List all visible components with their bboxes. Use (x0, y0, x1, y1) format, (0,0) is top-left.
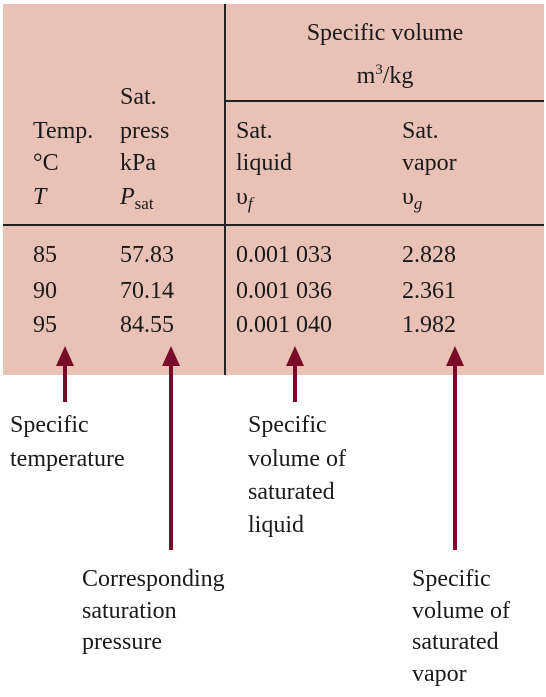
press-annotation-line: Corresponding (82, 566, 225, 592)
vapor-cell: 2.828 (402, 242, 456, 268)
header-body-rule (3, 224, 544, 226)
press-header-label: press (120, 118, 170, 144)
temp-arrow-head (56, 346, 74, 366)
liquid-header-sat: Sat. (236, 118, 273, 144)
temp-cell: 85 (33, 242, 57, 268)
temp-cell: 95 (33, 312, 57, 338)
press-annotation-line: pressure (82, 629, 162, 655)
specific-volume-title: Specific volume (306, 20, 464, 46)
press-cell: 70.14 (120, 278, 174, 304)
press-annotation-line: saturation (82, 598, 177, 624)
press-header-sat: Sat. (120, 84, 157, 110)
liquid-header-label: liquid (236, 150, 293, 176)
steam-table-background (3, 4, 544, 375)
temp-header-label: Temp. (33, 118, 94, 144)
liquid-annotation-line: volume of (248, 446, 346, 472)
temp-header-unit: °C (33, 150, 59, 176)
vapor-cell: 1.982 (402, 312, 456, 338)
press-arrow-shaft (169, 364, 173, 550)
press-cell: 57.83 (120, 242, 174, 268)
vapor-header-symbol: υg (402, 184, 423, 213)
vapor-annotation-line: volume of (412, 598, 510, 624)
liquid-annotation-line: saturated (248, 479, 335, 505)
vapor-arrow-shaft (453, 364, 457, 550)
vapor-annotation-line: saturated (412, 629, 499, 655)
liquid-cell: 0.001 040 (236, 312, 332, 338)
liquid-cell: 0.001 036 (236, 278, 332, 304)
vapor-header-sat: Sat. (402, 118, 439, 144)
temp-cell: 90 (33, 278, 57, 304)
vapor-annotation-line: vapor (412, 661, 467, 687)
temp-arrow-shaft (63, 364, 67, 402)
specific-volume-units: m3/kg (356, 62, 414, 89)
liquid-header-symbol: υf (236, 184, 253, 213)
temp-header-symbol: T (33, 184, 47, 210)
liquid-arrow-shaft (293, 364, 297, 402)
vapor-arrow-head (446, 346, 464, 366)
specific-volume-header-rule (226, 100, 544, 102)
press-header-symbol: Psat (120, 184, 154, 213)
vapor-header-label: vapor (402, 150, 457, 176)
press-arrow-head (162, 346, 180, 366)
liquid-cell: 0.001 033 (236, 242, 332, 268)
vapor-annotation-line: Specific (412, 566, 491, 592)
temp-annotation-line: Specific (10, 412, 89, 438)
liquid-annotation-line: Specific (248, 412, 327, 438)
vapor-cell: 2.361 (402, 278, 456, 304)
press-cell: 84.55 (120, 312, 174, 338)
column-divider-vertical (224, 4, 226, 375)
liquid-arrow-head (286, 346, 304, 366)
temp-annotation-line: temperature (10, 446, 125, 472)
press-header-unit: kPa (120, 150, 156, 176)
liquid-annotation-line: liquid (248, 512, 305, 538)
